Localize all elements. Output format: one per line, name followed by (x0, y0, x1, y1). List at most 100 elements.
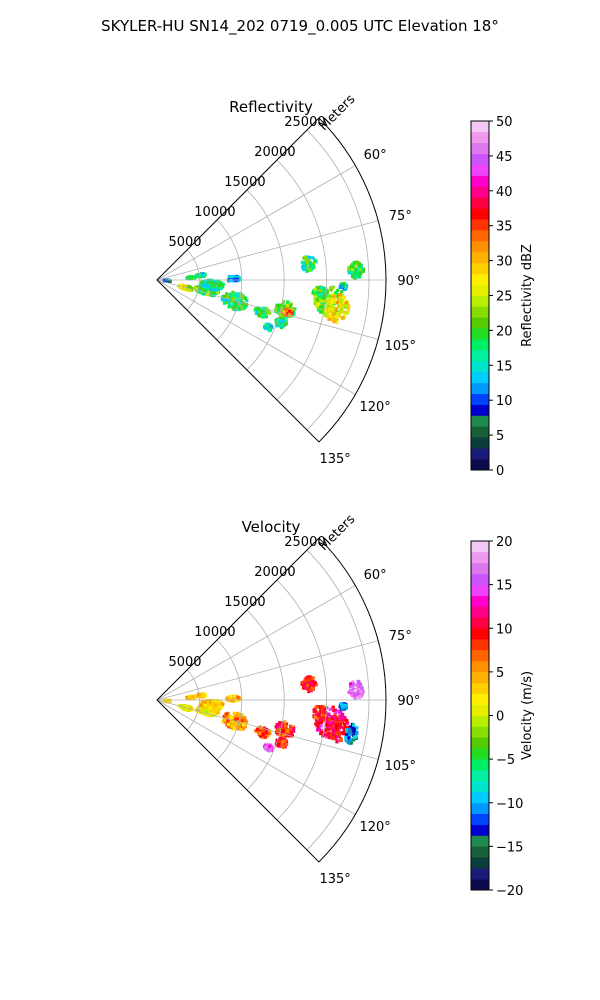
velocity-echo-pixel (335, 735, 339, 739)
velocity-echo-pixel (188, 696, 192, 700)
velocity-echo-pixel (243, 718, 247, 723)
velocity-echo-cell (199, 698, 225, 711)
reflectivity-echo-pixel (267, 328, 272, 332)
reflectivity-echo-pixel (330, 304, 334, 308)
velocity-echo-pixel (333, 729, 337, 733)
velocity-colorbar-segment (471, 824, 489, 836)
reflectivity-colorbar-tick-label: 0 (496, 464, 504, 479)
reflectivity-colorbar-segment (471, 360, 489, 373)
reflectivity-azimuth-tick-label: 135° (319, 452, 350, 467)
reflectivity-echo-pixel (284, 307, 288, 311)
velocity-echo-pixel (306, 678, 310, 683)
velocity-echo-pixel (232, 697, 236, 701)
velocity-echo-pixel (281, 730, 286, 734)
reflectivity-echo-pixel (361, 269, 365, 273)
velocity-echo-pixel (308, 688, 312, 692)
reflectivity-echo-pixel (281, 300, 286, 304)
velocity-echo-pixel (305, 684, 309, 688)
velocity-echo-pixel (284, 724, 288, 728)
velocity-echo-pixel (324, 718, 328, 722)
velocity-echo-pixel (316, 713, 320, 717)
velocity-echo-pixel (237, 724, 242, 729)
reflectivity-colorbar-segment (471, 219, 489, 231)
velocity-echo-pixel (345, 721, 350, 725)
velocity-colorbar-tick-label: −20 (496, 884, 523, 899)
reflectivity-echo-pixel (239, 293, 243, 297)
reflectivity-echo-pixel (286, 303, 290, 307)
velocity-echo-pixel (348, 732, 352, 736)
reflectivity-echo-pixel (232, 301, 236, 305)
velocity-echo-pixel (276, 741, 280, 745)
velocity-echo-pixel (282, 745, 286, 749)
velocity-echo-pixel (226, 719, 230, 723)
velocity-echo-pixel (199, 703, 203, 707)
reflectivity-echo-pixel (351, 262, 355, 266)
reflectivity-azimuth-line (156, 220, 379, 281)
velocity-echo-pixel (333, 713, 337, 717)
velocity-echo-pixel (327, 732, 331, 736)
reflectivity-echo-pixel (279, 303, 283, 307)
reflectivity-echo-pixel (305, 269, 309, 273)
velocity-echo-pixel (339, 738, 343, 742)
reflectivity-colorbar-segment (471, 393, 489, 405)
reflectivity-echo-pixel (322, 301, 326, 305)
velocity-radial-axis-label: Meters (316, 512, 358, 554)
reflectivity-echo-pixel (355, 262, 359, 266)
reflectivity-echo-pixel (285, 312, 289, 316)
reflectivity-echo-pixel (236, 306, 240, 310)
velocity-echo-pixel (318, 718, 322, 722)
velocity-echo-pixel (211, 698, 215, 702)
reflectivity-echo-pixel (198, 282, 202, 286)
velocity-echo-pixel (350, 685, 355, 689)
velocity-echo-pixel (320, 706, 324, 710)
reflectivity-echo-pixel (359, 271, 363, 275)
reflectivity-echo-pixel (213, 285, 217, 289)
velocity-echo-pixel (224, 720, 228, 724)
velocity-echo-pixel (345, 739, 349, 743)
reflectivity-colorbar-segment (471, 295, 489, 307)
reflectivity-echo-pixel (190, 287, 194, 291)
velocity-echo-pixel (325, 723, 329, 727)
velocity-echo-pixel (205, 704, 209, 708)
velocity-echo-pixel (204, 699, 208, 703)
velocity-azimuth-tick-label: 135° (319, 872, 350, 887)
velocity-echo-pixel (225, 696, 229, 700)
reflectivity-echo-pixel (229, 293, 233, 297)
reflectivity-colorbar-segment (471, 328, 489, 340)
reflectivity-echo-pixel (210, 287, 215, 291)
reflectivity-echo-pixel (232, 300, 236, 304)
velocity-echo-pixel (281, 740, 285, 744)
velocity-colorbar-tick-label: 5 (496, 666, 504, 681)
reflectivity-echo-pixel (234, 292, 238, 296)
velocity-colorbar-segment (471, 541, 489, 553)
velocity-azimuth-tick-label: 120° (359, 820, 390, 835)
velocity-echo-pixel (339, 720, 343, 724)
reflectivity-echo-pixel (327, 307, 331, 311)
reflectivity-echo-pixel (327, 317, 331, 321)
reflectivity-echo-pixel (313, 288, 317, 292)
reflectivity-echo-pixel (185, 288, 189, 292)
reflectivity-echo-pixel (351, 274, 355, 279)
reflectivity-echo-pixel (332, 300, 336, 304)
velocity-echo-pixel (320, 713, 324, 717)
velocity-colorbar-segment (471, 835, 489, 847)
reflectivity-echo-pixel (281, 313, 285, 317)
velocity-echo-pixel (230, 716, 234, 720)
reflectivity-colorbar-tick-label: 10 (496, 394, 513, 409)
reflectivity-echo-pixel (232, 293, 236, 297)
velocity-range-tick-label: 15000 (224, 595, 265, 610)
velocity-azimuth-tick-label: 105° (385, 759, 416, 774)
reflectivity-sector-frame (156, 117, 387, 443)
velocity-echo-pixel (345, 728, 349, 732)
velocity-colorbar-tick-label: −15 (496, 840, 523, 855)
velocity-echo-pixel (314, 722, 318, 726)
reflectivity-echo-pixel (354, 260, 358, 264)
velocity-echo-pixel (199, 710, 204, 714)
velocity-colorbar-segment (471, 551, 489, 564)
reflectivity-echo-pixel (344, 301, 348, 305)
reflectivity-echo-pixel (338, 295, 342, 299)
velocity-echo-pixel (349, 685, 353, 689)
reflectivity-colorbar-tick-label: 25 (496, 290, 513, 305)
velocity-echo-pixel (312, 683, 316, 688)
velocity-echo-pixel (348, 725, 353, 729)
